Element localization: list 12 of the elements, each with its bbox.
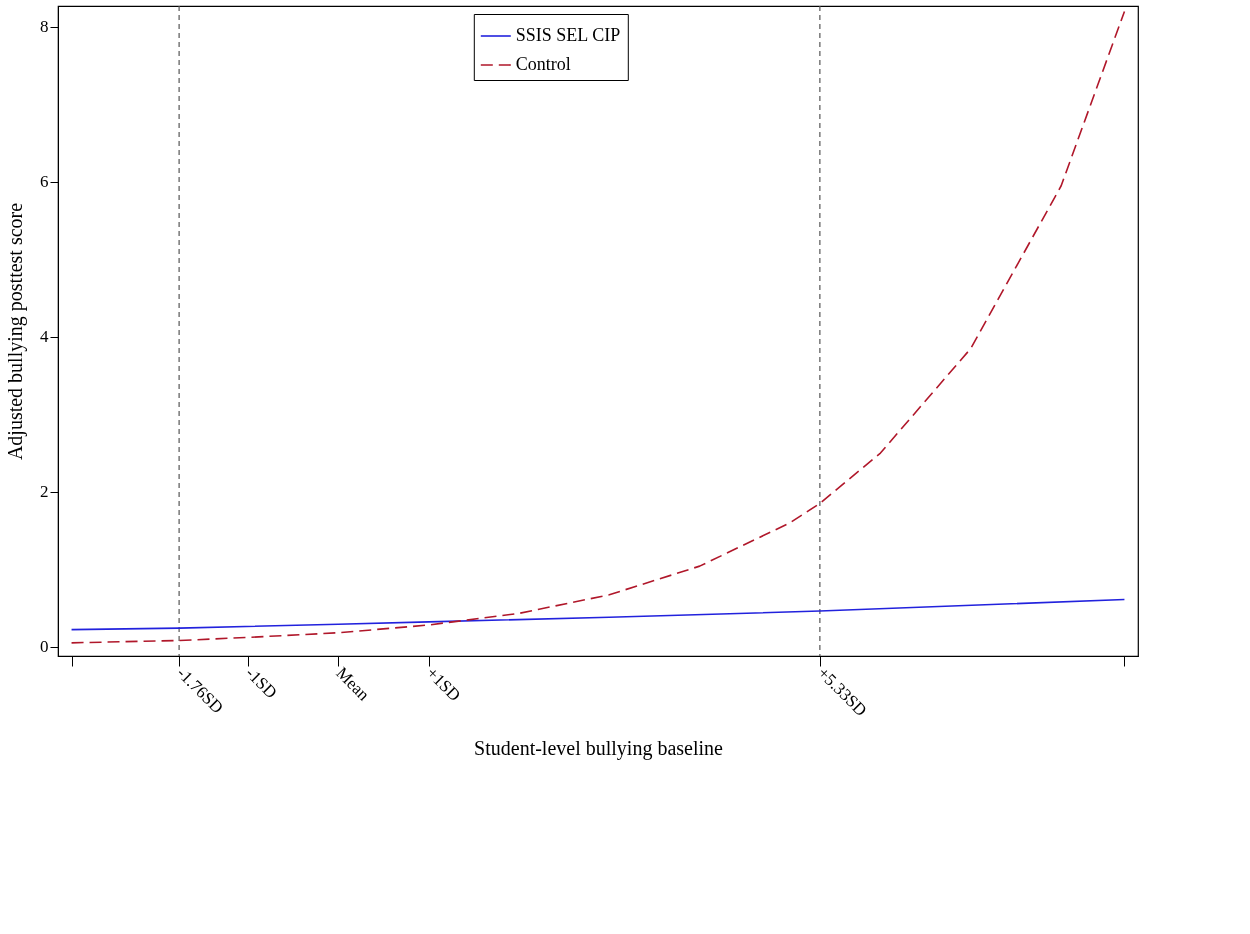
y-tick-label: 0: [40, 637, 49, 657]
y-tick-label: 8: [40, 17, 49, 37]
x-axis-title: Student-level bullying baseline: [474, 737, 724, 761]
y-tick-label: 6: [40, 172, 49, 192]
line-series: [70, 598, 1126, 631]
y-tick-label: 4: [40, 327, 49, 347]
legend-label: Control: [515, 54, 571, 74]
y-tick-label: 2: [40, 482, 49, 502]
y-axis-title: Adjusted bullying posttest score: [4, 202, 27, 461]
x-tick-label: -1SD: [241, 663, 281, 703]
line-series: [70, 10, 1126, 644]
legend-label: SSIS SEL CIP: [515, 25, 621, 45]
